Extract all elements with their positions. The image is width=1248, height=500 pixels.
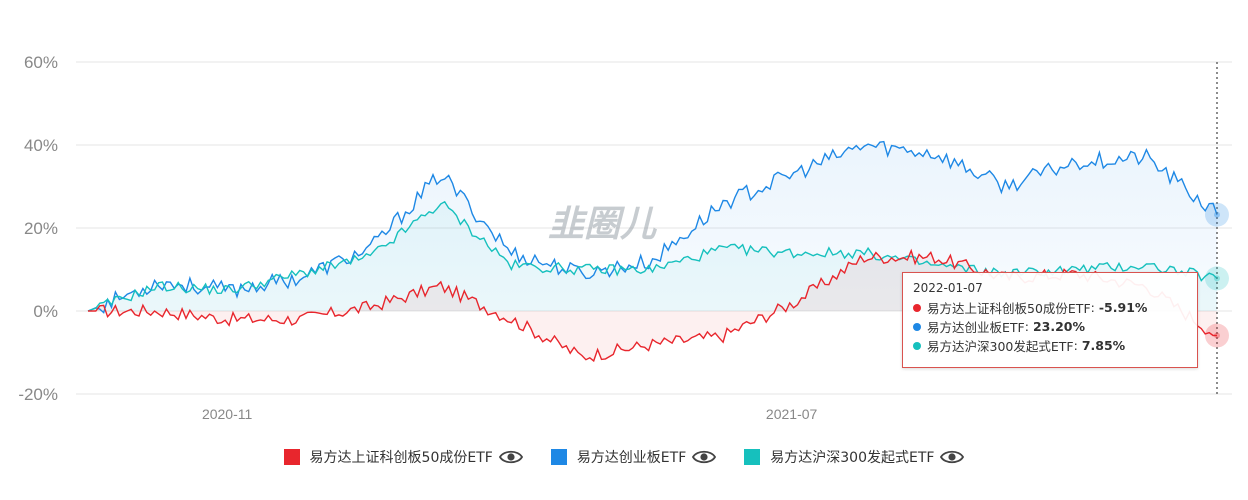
tooltip-series-name: 易方达上证科创板50成份ETF bbox=[927, 301, 1091, 316]
blue-swatch-icon bbox=[550, 449, 567, 465]
hover-marker-point bbox=[1214, 332, 1220, 339]
teal-swatch-icon bbox=[744, 449, 761, 465]
tooltip-series-value: 23.20% bbox=[1032, 319, 1086, 334]
y-tick-label: 60% bbox=[24, 53, 58, 72]
hover-marker-halo bbox=[1205, 323, 1229, 348]
eye-icon[interactable] bbox=[940, 449, 965, 465]
legend-item-hs300[interactable]: 易方达沪深300发起式ETF bbox=[744, 447, 965, 467]
hover-marker-halo bbox=[1205, 202, 1229, 227]
y-tick-label: 40% bbox=[24, 136, 58, 155]
y-axis: 60% 40% 20% 0% -20% bbox=[18, 53, 58, 404]
line-chart[interactable]: 60% 40% 20% 0% -20% 2020-11 2021-07 韭圈儿 bbox=[0, 0, 1248, 440]
y-tick-label: 0% bbox=[33, 302, 58, 321]
red-swatch-icon bbox=[283, 449, 300, 465]
legend-label: 易方达创业板ETF bbox=[576, 450, 687, 466]
legend-item-chuangyeban[interactable]: 易方达创业板ETF bbox=[550, 447, 717, 467]
y-tick-label: -20% bbox=[18, 385, 58, 404]
x-tick-label: 2020-11 bbox=[202, 406, 253, 422]
tooltip-date: 2022-01-07 bbox=[913, 281, 983, 295]
watermark-text: 韭圈儿 bbox=[548, 204, 658, 245]
hover-marker-point bbox=[1214, 275, 1220, 282]
hover-marker-point bbox=[1214, 211, 1220, 218]
tooltip-series-value: -5.91% bbox=[1098, 300, 1148, 315]
series-area bbox=[88, 141, 1217, 313]
legend-item-kechuang50[interactable]: 易方达上证科创板50成份ETF bbox=[283, 447, 523, 467]
blue-dot-icon bbox=[913, 322, 921, 331]
tooltip-series-name: 易方达沪深300发起式ETF bbox=[927, 339, 1074, 354]
series-line[interactable] bbox=[87, 200, 1218, 312]
eye-icon[interactable] bbox=[692, 449, 717, 465]
x-axis: 2020-11 2021-07 bbox=[202, 406, 818, 422]
red-dot-icon bbox=[913, 303, 921, 312]
tooltip-row: 易方达沪深300发起式ETF: 7.85% bbox=[913, 336, 1187, 355]
legend-label: 易方达沪深300发起式ETF bbox=[770, 450, 935, 466]
chart-legend: 易方达上证科创板50成份ETF 易方达创业板ETF 易方达沪深300发起式ETF bbox=[0, 447, 1248, 467]
series-line[interactable] bbox=[87, 140, 1218, 314]
tooltip-row: 易方达创业板ETF: 23.20% bbox=[913, 317, 1187, 336]
legend-label: 易方达上证科创板50成份ETF bbox=[309, 450, 493, 466]
y-tick-label: 20% bbox=[24, 219, 58, 238]
eye-icon[interactable] bbox=[498, 449, 523, 465]
x-tick-label: 2021-07 bbox=[766, 406, 818, 422]
hover-marker-halo bbox=[1205, 266, 1229, 291]
tooltip-series-value: 7.85% bbox=[1081, 338, 1126, 353]
teal-dot-icon bbox=[913, 341, 921, 350]
tooltip-series-name: 易方达创业板ETF bbox=[927, 320, 1025, 335]
hover-markers bbox=[1205, 202, 1229, 348]
hover-tooltip: 2022-01-07 易方达上证科创板50成份ETF: -5.91% 易方达创业… bbox=[902, 272, 1198, 368]
tooltip-row: 易方达上证科创板50成份ETF: -5.91% bbox=[913, 298, 1187, 317]
